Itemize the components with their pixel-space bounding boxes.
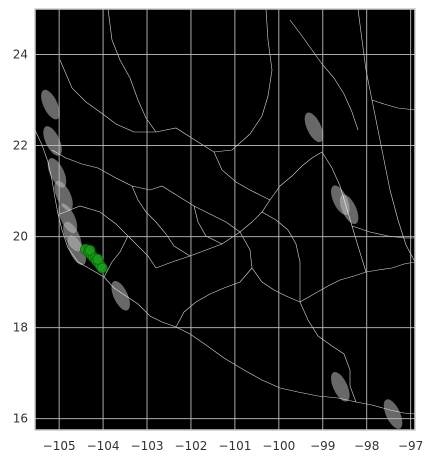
latitude-tick-label: 22 [13, 139, 28, 153]
longitude-tick-label: −98 [354, 439, 379, 453]
raster-patch [41, 89, 60, 120]
state-boundaries [34, 8, 416, 415]
raster-patch [43, 126, 62, 156]
map-frame [34, 8, 416, 431]
raster-patch [304, 112, 324, 143]
graticule-grid [35, 9, 415, 430]
latitude-tick-label: 20 [13, 230, 28, 244]
occurrence-point [96, 262, 108, 274]
latitude-tick-label: 24 [13, 48, 28, 62]
occurrence-points [80, 243, 108, 274]
longitude-tick-label: −104 [87, 439, 120, 453]
latitude-tick-label: 16 [13, 412, 28, 426]
longitude-tick-label: −101 [218, 439, 251, 453]
longitude-tick-label: −102 [174, 439, 207, 453]
longitude-tick-label: −100 [262, 439, 295, 453]
raster-patch [331, 371, 350, 402]
longitude-tick-label: −97 [398, 439, 423, 453]
longitude-tick-labels: −105 −104 −103 −102 −101 −100 −99 −98 −97 [43, 439, 424, 453]
plot-area [34, 8, 416, 431]
longitude-tick-label: −105 [43, 439, 76, 453]
longitude-tick-label: −99 [310, 439, 335, 453]
latitude-tick-label: 18 [13, 321, 28, 335]
occurrence-point [84, 244, 96, 256]
raster-patch [67, 235, 87, 266]
raster-patch [111, 280, 130, 311]
raster-patch [47, 158, 67, 188]
raster-patch [383, 399, 403, 429]
longitude-tick-label: −103 [131, 439, 164, 453]
occurrence-point [92, 253, 104, 265]
latitude-tick-labels: 16 18 20 22 24 [13, 48, 28, 426]
